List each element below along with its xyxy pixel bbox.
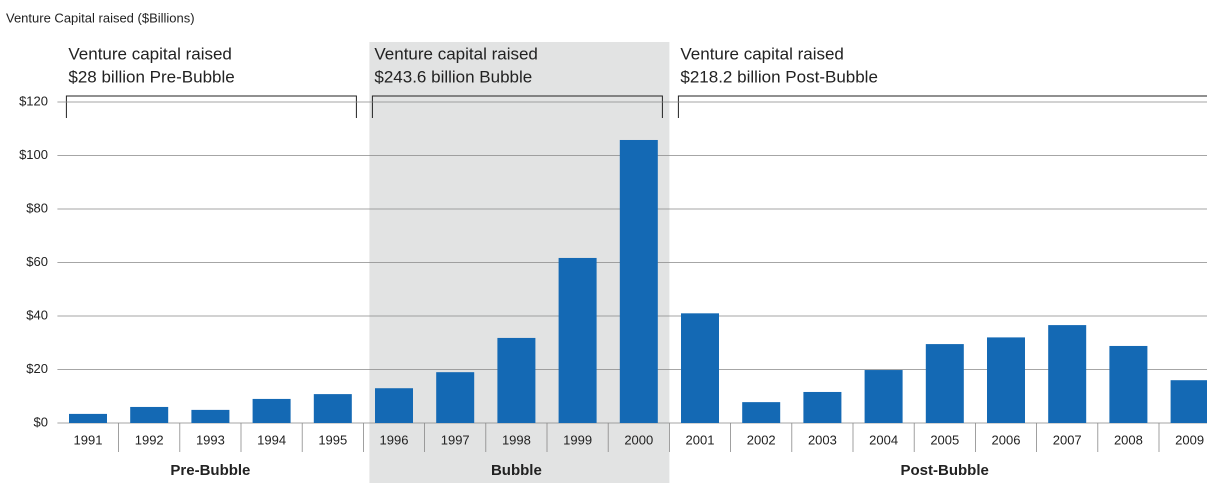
bar	[497, 337, 536, 423]
bar	[987, 337, 1025, 423]
y-tick-label: $0	[34, 414, 48, 429]
bar	[313, 394, 352, 423]
group-label: Bubble	[491, 462, 542, 479]
bracket	[677, 95, 1207, 118]
bar	[375, 388, 413, 423]
x-tick-label: 2003	[808, 432, 837, 447]
x-tick-label: 2000	[624, 432, 653, 447]
bar	[69, 413, 107, 423]
bar	[864, 370, 903, 423]
x-tick-label: 1996	[380, 432, 409, 447]
y-tick-label: $100	[19, 147, 48, 162]
bar	[619, 139, 658, 424]
x-tick-label: 2001	[686, 432, 715, 447]
x-tick-label: 1991	[74, 432, 103, 447]
group-note: Venture capital raised	[68, 44, 232, 63]
bar	[191, 409, 230, 423]
group-note: Venture capital raised	[374, 44, 538, 63]
bar	[252, 398, 291, 423]
x-tick-label: 2004	[869, 432, 898, 447]
bar	[681, 313, 719, 423]
group-note: Venture capital raised	[680, 44, 844, 63]
bracket	[65, 95, 357, 118]
y-tick-label: $20	[26, 361, 48, 376]
x-tick-label: 2002	[747, 432, 776, 447]
x-tick-label: 1997	[441, 432, 470, 447]
x-tick-label: 2006	[992, 432, 1021, 447]
chart-title: Venture Capital raised ($Billions)	[6, 10, 195, 25]
bar	[1048, 325, 1087, 423]
x-tick-label: 1992	[135, 432, 164, 447]
y-tick-label: $80	[26, 200, 48, 215]
bar	[1109, 345, 1148, 423]
x-tick-label: 2005	[930, 432, 959, 447]
bar	[742, 402, 781, 423]
x-tick-label: 1998	[502, 432, 531, 447]
bracket	[371, 95, 663, 118]
x-tick-label: 2009	[1175, 432, 1204, 447]
x-tick-label: 1993	[196, 432, 225, 447]
group-note: $28 billion Pre-Bubble	[68, 67, 234, 86]
y-tick-label: $120	[19, 93, 48, 108]
x-tick-label: 1994	[257, 432, 286, 447]
bar	[925, 344, 964, 423]
bar	[1170, 380, 1207, 423]
bar	[130, 406, 169, 423]
x-tick-label: 1995	[318, 432, 347, 447]
x-tick-label: 1999	[563, 432, 592, 447]
x-tick-label: 2007	[1053, 432, 1082, 447]
bar	[436, 372, 475, 423]
group-label: Pre-Bubble	[170, 462, 250, 479]
y-tick-label: $60	[26, 254, 48, 269]
x-tick-label: 2008	[1114, 432, 1143, 447]
bar	[803, 391, 842, 423]
group-note: $243.6 billion Bubble	[374, 67, 532, 86]
group-note: $218.2 billion Post-Bubble	[680, 67, 878, 86]
y-tick-label: $40	[26, 307, 48, 322]
bar	[558, 257, 597, 423]
group-label: Post-Bubble	[901, 462, 989, 479]
